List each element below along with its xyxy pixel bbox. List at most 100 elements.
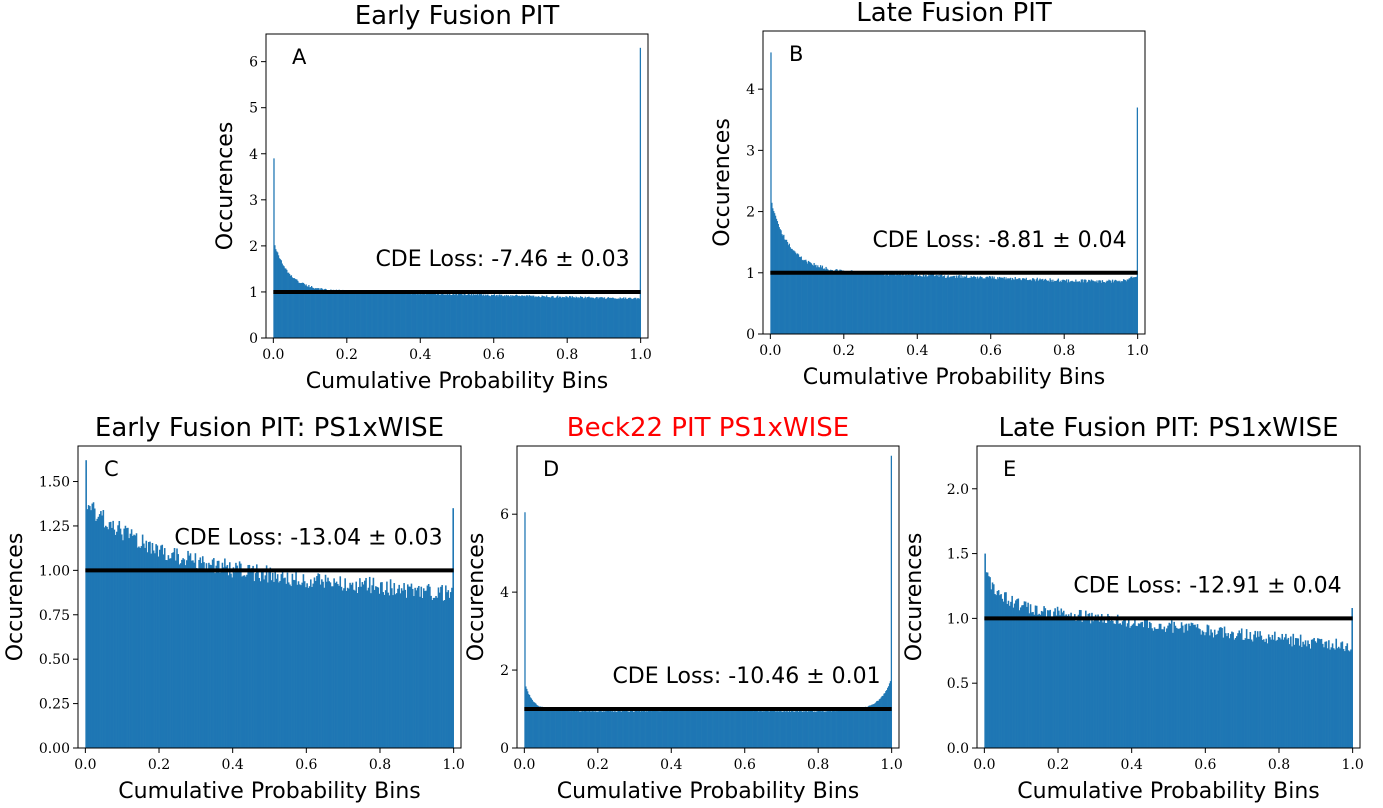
- histogram-bar: [1055, 280, 1057, 334]
- histogram-bar: [249, 569, 252, 748]
- histogram-bar: [624, 298, 626, 338]
- histogram-bar: [356, 593, 359, 748]
- histogram-bar: [447, 590, 450, 748]
- histogram-bar: [162, 554, 165, 748]
- histogram-bar: [554, 709, 556, 748]
- histogram-bar: [636, 298, 639, 338]
- histogram-bar: [1125, 281, 1127, 334]
- histogram-bar: [1118, 281, 1120, 334]
- histogram-bar: [965, 275, 968, 334]
- x-tick-label: 1.0: [1342, 757, 1364, 773]
- histogram-bar: [593, 711, 595, 748]
- histogram-bar: [1086, 618, 1088, 748]
- histogram-bar: [600, 296, 602, 338]
- histogram-bar: [484, 294, 486, 338]
- histogram-bar: [756, 710, 758, 748]
- histogram-bar: [633, 711, 635, 748]
- histogram-bar: [1116, 614, 1119, 748]
- histogram-bar: [1132, 277, 1134, 334]
- histogram-bar: [499, 294, 501, 338]
- x-tick-label: 0.2: [148, 757, 170, 773]
- histogram-bar: [1233, 639, 1236, 748]
- histogram-bar: [963, 277, 965, 334]
- histogram-bar: [796, 254, 798, 334]
- histogram-bar: [934, 275, 936, 334]
- histogram-bar: [254, 573, 257, 748]
- histogram-bar: [1217, 630, 1220, 748]
- histogram-bar: [209, 564, 211, 748]
- histogram-bar: [1118, 623, 1120, 748]
- histogram-bar: [808, 260, 810, 334]
- histogram-bar: [997, 277, 999, 334]
- histogram-bar: [707, 709, 709, 748]
- histogram-bar: [548, 297, 551, 338]
- histogram-bar: [835, 711, 837, 748]
- histogram-bar: [1010, 280, 1013, 334]
- histogram-bar: [727, 710, 729, 748]
- histogram-bar: [541, 706, 544, 748]
- histogram-bar: [407, 293, 409, 338]
- histogram-bar: [1162, 629, 1164, 748]
- histogram-bar: [427, 293, 429, 338]
- histogram-bar: [323, 289, 326, 338]
- histogram-bar: [803, 711, 805, 748]
- histogram-bar: [982, 278, 984, 334]
- histogram-bar: [383, 291, 385, 338]
- histogram-bar: [1232, 632, 1234, 748]
- histogram-bar: [197, 569, 199, 748]
- histogram-bar: [327, 577, 329, 748]
- histogram-bar: [1028, 613, 1031, 748]
- histogram-bar: [961, 278, 963, 334]
- histogram-bar: [425, 293, 428, 338]
- x-axis-label: Cumulative Probability Bins: [803, 365, 1105, 390]
- histogram-bar: [791, 248, 793, 334]
- histogram-bar: [999, 595, 1001, 748]
- histogram-bar: [1348, 651, 1351, 748]
- histogram-bar: [91, 503, 94, 748]
- histogram-bar: [337, 584, 339, 748]
- histogram-bar: [333, 290, 336, 338]
- histogram-bar: [768, 711, 770, 748]
- histogram-bar: [651, 711, 653, 748]
- histogram-bar: [629, 711, 631, 748]
- histogram-bar: [170, 558, 172, 748]
- histogram-bar: [609, 710, 612, 748]
- histogram-bar: [1004, 279, 1006, 334]
- histogram-bar: [1336, 648, 1339, 748]
- cde-loss-annotation: CDE Loss: -7.46 ± 0.03: [375, 247, 629, 272]
- histogram-bar: [1027, 280, 1029, 334]
- histogram-bar: [1256, 631, 1259, 748]
- histogram-bar: [822, 711, 825, 748]
- histogram-bar: [258, 577, 261, 748]
- histogram-bar: [1045, 280, 1048, 334]
- histogram-bar: [757, 711, 759, 748]
- histogram-bar: [806, 261, 808, 334]
- histogram-bar: [700, 709, 702, 748]
- histogram-bar: [415, 590, 418, 748]
- histogram-bar: [322, 289, 325, 338]
- histogram-bar: [539, 297, 541, 338]
- histogram-bar: [584, 296, 586, 338]
- histogram-bar: [1000, 594, 1002, 748]
- histogram-bar: [855, 272, 858, 334]
- histogram-bar: [1220, 627, 1222, 748]
- histogram-bar: [913, 276, 915, 334]
- histogram-bar: [1109, 280, 1111, 334]
- histogram-bar: [683, 710, 685, 748]
- histogram-bar: [200, 563, 203, 748]
- histogram-bar: [371, 585, 373, 748]
- histogram-bar: [838, 710, 840, 748]
- histogram-bar: [1280, 639, 1282, 748]
- histogram-bar: [867, 274, 869, 334]
- histogram-bar: [568, 297, 570, 338]
- histogram-bar: [1035, 605, 1038, 748]
- y-tick-label: 4: [249, 147, 258, 163]
- histogram-bar: [766, 710, 769, 748]
- histogram-bar: [930, 273, 932, 334]
- histogram-bar: [544, 296, 546, 338]
- histogram-bar: [671, 710, 673, 748]
- histogram-bar: [794, 711, 796, 748]
- histogram-bar: [300, 283, 303, 338]
- histogram-bar: [325, 289, 327, 338]
- histogram-bar: [623, 710, 625, 748]
